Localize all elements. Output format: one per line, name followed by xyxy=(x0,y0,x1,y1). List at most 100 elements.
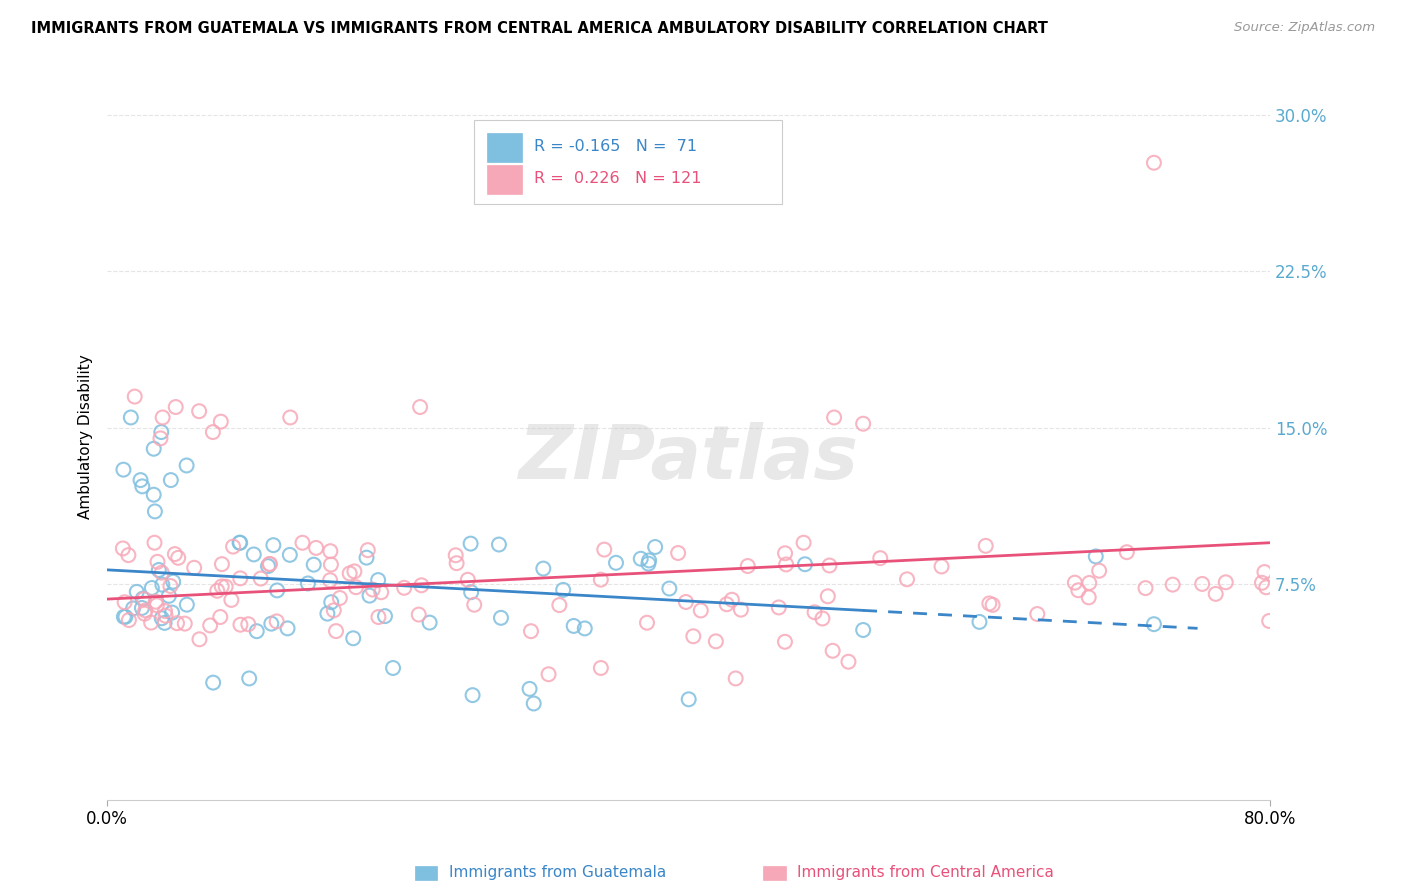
Point xyxy=(1251,575,1274,590)
Point xyxy=(242,548,264,562)
Point xyxy=(359,589,381,603)
Point xyxy=(704,634,727,648)
Point xyxy=(773,546,796,560)
Point xyxy=(145,595,167,609)
Point xyxy=(716,597,738,611)
Point xyxy=(322,603,344,617)
Point xyxy=(159,579,181,593)
Point xyxy=(155,608,177,623)
Point xyxy=(1063,575,1085,590)
Point xyxy=(811,611,834,625)
Text: IMMIGRANTS FROM GUATEMALA VS IMMIGRANTS FROM CENTRAL AMERICA AMBULATORY DISABILI: IMMIGRANTS FROM GUATEMALA VS IMMIGRANTS … xyxy=(31,21,1047,36)
Point xyxy=(374,609,396,624)
Point xyxy=(356,550,378,565)
Point xyxy=(520,624,543,639)
Point xyxy=(114,610,136,624)
Bar xyxy=(488,165,523,194)
Point xyxy=(969,615,991,629)
Point xyxy=(120,410,142,425)
Point xyxy=(1084,549,1107,564)
Point xyxy=(329,591,352,605)
Point xyxy=(229,617,252,632)
Point xyxy=(1215,575,1237,590)
Point xyxy=(188,632,211,647)
Point xyxy=(1256,580,1278,594)
Point xyxy=(367,573,389,587)
Point xyxy=(188,404,211,418)
Point xyxy=(974,539,997,553)
Point xyxy=(173,616,195,631)
Point xyxy=(548,598,571,612)
Point xyxy=(721,592,744,607)
Point xyxy=(278,548,301,562)
Point xyxy=(125,585,148,599)
Point xyxy=(202,675,225,690)
Point xyxy=(605,556,627,570)
Point xyxy=(198,618,221,632)
Point xyxy=(773,634,796,648)
Point xyxy=(637,557,659,571)
Point xyxy=(589,661,612,675)
Point xyxy=(114,595,136,609)
Point xyxy=(122,601,145,615)
Point xyxy=(523,697,546,711)
Point xyxy=(821,644,844,658)
Point xyxy=(896,572,918,586)
Point xyxy=(238,617,260,632)
Point xyxy=(461,688,484,702)
Point xyxy=(803,605,825,619)
Point xyxy=(981,598,1004,612)
Point xyxy=(1143,155,1166,169)
Point xyxy=(150,566,173,580)
Bar xyxy=(474,120,782,203)
Point xyxy=(737,559,759,574)
Point xyxy=(408,607,430,622)
Point xyxy=(153,615,176,630)
Point xyxy=(165,400,187,414)
Point xyxy=(160,473,183,487)
Point xyxy=(793,535,815,549)
Point xyxy=(852,623,875,637)
Point xyxy=(259,557,281,571)
Text: Source: ZipAtlas.com: Source: ZipAtlas.com xyxy=(1234,21,1375,34)
Point xyxy=(305,541,328,555)
Point xyxy=(638,553,661,567)
Point xyxy=(1258,614,1281,628)
Point xyxy=(321,595,343,609)
Point xyxy=(531,561,554,575)
Point xyxy=(392,581,415,595)
Point xyxy=(211,557,233,571)
Point xyxy=(262,538,284,552)
Point xyxy=(146,599,169,613)
Point xyxy=(463,598,485,612)
Point xyxy=(167,550,190,565)
Point xyxy=(148,563,170,577)
Point xyxy=(852,417,875,431)
Point xyxy=(370,585,392,599)
Point xyxy=(228,535,250,549)
Point xyxy=(260,616,283,631)
Point xyxy=(150,611,173,625)
Point xyxy=(589,573,612,587)
Point xyxy=(201,425,224,439)
Text: Immigrants from Central America: Immigrants from Central America xyxy=(797,865,1054,880)
Point xyxy=(249,572,271,586)
Text: ZIPatlas: ZIPatlas xyxy=(519,422,859,494)
Point xyxy=(211,579,233,593)
Point xyxy=(1191,577,1213,591)
Point xyxy=(666,546,689,560)
Point xyxy=(1077,591,1099,605)
Point xyxy=(724,672,747,686)
Point xyxy=(142,442,165,456)
Point xyxy=(1078,576,1101,591)
Point xyxy=(153,604,176,618)
Point xyxy=(411,578,433,592)
Point xyxy=(229,571,252,585)
Point xyxy=(1135,581,1157,595)
Point xyxy=(818,558,841,573)
Point xyxy=(160,606,183,620)
Point xyxy=(183,561,205,575)
Point xyxy=(297,576,319,591)
Point xyxy=(344,580,367,594)
Point xyxy=(134,607,156,621)
